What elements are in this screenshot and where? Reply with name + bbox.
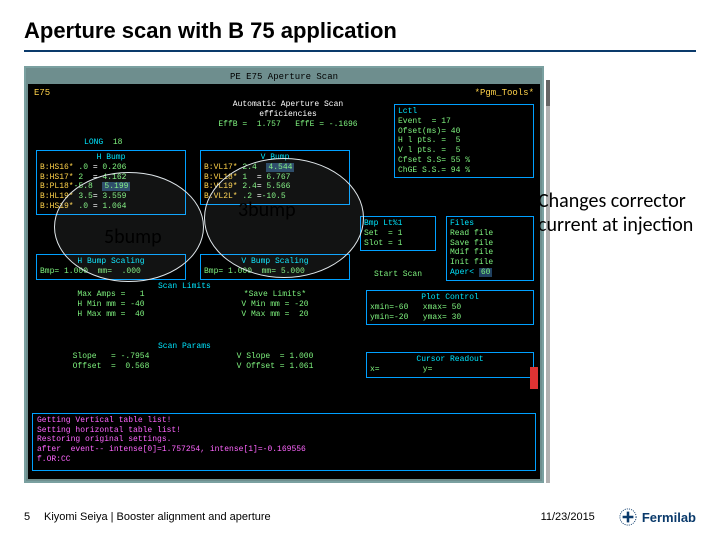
log-l2: Restoring original settings.	[37, 435, 531, 445]
hbump-title: H Bump	[40, 153, 182, 163]
eff-values: EffB = 1.757 EffE = -.1696	[198, 120, 378, 130]
terminal-titlebar: PE E75 Aperture Scan	[28, 70, 540, 84]
fermilab-logo: Fermilab	[619, 508, 696, 526]
hbs-line: Bmp= 1.000 mm= .000	[40, 267, 182, 277]
vbump-panel: V Bump B:VL17* 2.4 4.544 B:VL18* 1 = 6.7…	[200, 150, 350, 205]
lctl-l3: V l pts. = 5	[398, 146, 530, 156]
log-l1: Setting horizontal table list!	[37, 426, 531, 436]
footer-date: 11/23/2015	[541, 511, 595, 523]
hbump-r2: B:PL18*-5.8 5.199	[40, 182, 182, 192]
log-panel: Getting Vertical table list! Setting hor…	[32, 413, 536, 471]
lctl-title: Lctl	[398, 107, 530, 117]
vbump-title: V Bump	[204, 153, 346, 163]
plot-control-l2: ymin=-20 ymax= 30	[370, 313, 530, 323]
files-l2[interactable]: Mdif file	[450, 248, 530, 258]
limits-h-l0: Max Amps = 1	[36, 290, 186, 300]
lctl-l4: Cfset S.S= 55 %	[398, 156, 530, 166]
page-number: 5	[24, 511, 44, 523]
log-l3: after event-- intense[0]=1.757254, inten…	[37, 445, 531, 455]
lctl-l0: Event = 17	[398, 117, 530, 127]
vbump-scaling: V Bump Scaling Bmp= 1.000 mm= 5.000	[200, 254, 350, 280]
terminal-window: PE E75 Aperture Scan E75 *Pgm_Tools* Aut…	[24, 66, 544, 483]
hbump-r3: B:HL19* 3.5= 3.559	[40, 192, 182, 202]
files-l3[interactable]: Init file	[450, 258, 530, 268]
scrollbar[interactable]	[546, 80, 550, 483]
params-h-l1: Slope = -.7954	[36, 352, 186, 362]
callout-5bump: 5bump	[104, 225, 162, 249]
hbump-scaling: H Bump Scaling Bmp= 1.000 mm= .000	[36, 254, 186, 280]
lctl-panel: Lctl Event = 17 Ofset(ms)= 40 H l pts. =…	[394, 104, 534, 178]
lctl-l2: H l pts. = 5	[398, 136, 530, 146]
limits-h-l2: H Min mm = -40	[36, 300, 186, 310]
terminal-container: PE E75 Aperture Scan E75 *Pgm_Tools* Aut…	[24, 66, 544, 483]
auto-scan-title: Automatic Aperture Scan	[198, 100, 378, 110]
start-scan-button[interactable]: Start Scan	[360, 270, 436, 280]
hbump-r0: B:HS16* .0 = 0.206	[40, 163, 182, 173]
cursor-readout: Cursor Readout x= y=	[366, 352, 534, 378]
red-indicator	[530, 367, 538, 389]
start-scan-label: Start Scan	[374, 270, 422, 279]
params-v-l1: V Slope = 1.000	[200, 352, 350, 362]
page-title: Aperture scan with B 75 application	[24, 18, 696, 44]
term-header-left: E75	[34, 88, 50, 99]
footer: 5 Kiyomi Seiya | Booster alignment and a…	[24, 508, 696, 526]
limits-v-l1[interactable]: *Save Limits*	[200, 290, 350, 300]
plot-control: Plot Control xmin=-60 xmax= 50 ymin=-20 …	[366, 290, 534, 325]
files-panel: Files Read file Save file Mdif file Init…	[446, 216, 534, 281]
log-l4: f.OR:CC	[37, 455, 531, 465]
files-l4: Aper< 60	[450, 268, 530, 278]
bmpctl-l1: Slot = 1	[364, 239, 432, 249]
vbs-line: Bmp= 1.000 mm= 5.000	[204, 267, 346, 277]
title-rule	[24, 50, 696, 52]
limits-h-l3: H Max mm = 40	[36, 310, 186, 320]
limits-v-l2: V Min mm = -20	[200, 300, 350, 310]
terminal-body: E75 *Pgm_Tools* Automatic Aperture Scan …	[28, 84, 540, 479]
params-h-l2: Offset = 0.568	[36, 362, 186, 372]
lctl-l5: ChGE S.S.= 94 %	[398, 166, 530, 176]
term-header-right[interactable]: *Pgm_Tools*	[475, 88, 534, 99]
auto-scan-header: Automatic Aperture Scan efficiencies Eff…	[198, 100, 378, 129]
vbump-r0: B:VL17* 2.4 4.544	[204, 163, 346, 173]
hbs-title: H Bump Scaling	[40, 257, 182, 267]
files-l0[interactable]: Read file	[450, 229, 530, 239]
eff-label: efficiencies	[198, 110, 378, 120]
bmpctl-l0: Set = 1	[364, 229, 432, 239]
footer-text: Kiyomi Seiya | Booster alignment and ape…	[44, 511, 541, 523]
limits-v-l3: V Max mm = 20	[200, 310, 350, 320]
lctl-l1: Ofset(ms)= 40	[398, 127, 530, 137]
bmpctl-title: Bmp Lt%1	[364, 219, 432, 229]
cursor-line: x= y=	[370, 365, 530, 375]
bmpctl-panel: Bmp Lt%1 Set = 1 Slot = 1	[360, 216, 436, 251]
limits-h: Max Amps = 1 H Min mm = -40 H Max mm = 4…	[36, 290, 186, 319]
files-title: Files	[450, 219, 530, 229]
vbump-r1: B:VL18* 1 = 6.767	[204, 173, 346, 183]
plot-control-title: Plot Control	[370, 293, 530, 303]
fermilab-icon	[619, 508, 637, 526]
hbump-r1: B:HS17* 2 = 4.162	[40, 173, 182, 183]
hbump-panel: H Bump B:HS16* .0 = 0.206 B:HS17* 2 = 4.…	[36, 150, 186, 215]
limits-v: *Save Limits* V Min mm = -20 V Max mm = …	[200, 290, 350, 319]
cursor-title: Cursor Readout	[370, 355, 530, 365]
callout-3bump: 3bump	[238, 198, 296, 222]
files-l1[interactable]: Save file	[450, 239, 530, 249]
plot-control-l1: xmin=-60 xmax= 50	[370, 303, 530, 313]
note-right: Changes corrector current at injection	[538, 190, 708, 237]
scan-params-label: Scan Params	[158, 342, 211, 352]
vbs-title: V Bump Scaling	[204, 257, 346, 267]
terminal-title: PE E75 Aperture Scan	[230, 72, 338, 82]
log-l0: Getting Vertical table list!	[37, 416, 531, 426]
vbump-r2: B:VL19* 2.4= 5.566	[204, 182, 346, 192]
params-v: V Slope = 1.000 V Offset = 1.061	[200, 352, 350, 372]
logo-text: Fermilab	[642, 510, 696, 525]
hbump-r4: B:HS19* .0 = 1.064	[40, 202, 182, 212]
params-v-l2: V Offset = 1.061	[200, 362, 350, 372]
params-h: Slope = -.7954 Offset = 0.568	[36, 352, 186, 372]
